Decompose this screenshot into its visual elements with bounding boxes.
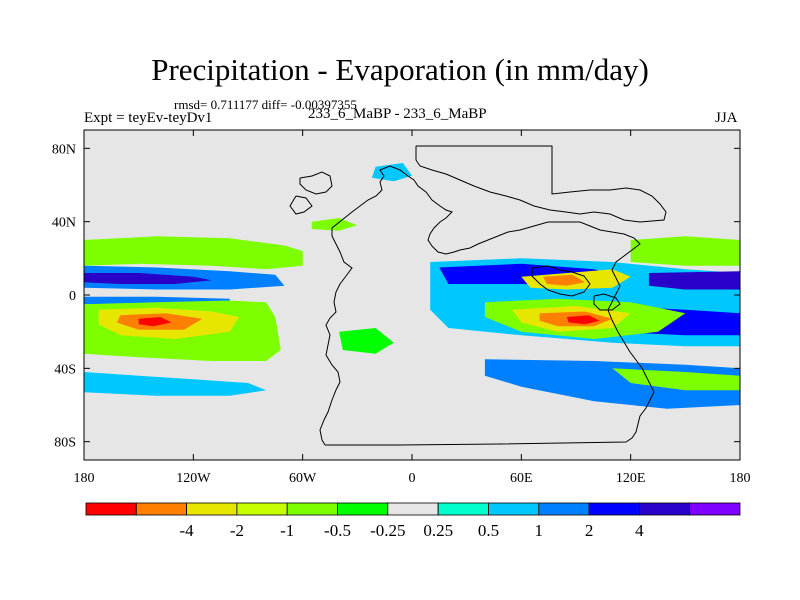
contour-greenland-coast bbox=[371, 163, 412, 182]
colorbar-box bbox=[286, 502, 338, 516]
colorbar-box bbox=[538, 502, 590, 516]
colorbar-label: 4 bbox=[635, 521, 644, 540]
contour-arabia-dry-core bbox=[543, 274, 586, 286]
colorbar: -4 -2 -1 -0.5 -0.25 0.25 0.5 1 2 4 bbox=[85, 502, 741, 540]
contour-west-pacific-band bbox=[648, 271, 740, 290]
coastline-island-c bbox=[531, 265, 591, 297]
colorbar-label: -2 bbox=[230, 521, 244, 540]
colorbar-label: -4 bbox=[180, 521, 195, 540]
coastline-main bbox=[319, 165, 655, 446]
experiment-label: Expt = teyEv-teyDv1 bbox=[84, 110, 213, 126]
contour-north-pacific-east bbox=[630, 236, 740, 266]
colorbar-box bbox=[488, 502, 540, 516]
lon-tick-label: 180 bbox=[74, 471, 95, 486]
colorbar-box bbox=[588, 502, 640, 516]
lon-tick-label: 180 bbox=[730, 471, 751, 486]
contour-south-pacific-dry-peak bbox=[138, 317, 172, 327]
lon-tick-label: 60W bbox=[289, 471, 317, 486]
colorbar-label: 0.25 bbox=[423, 521, 453, 540]
axis-ticks: 180 120W 60W 0 60E 120E 180 80N 40N 0 40S 80S bbox=[52, 130, 751, 486]
coastline-island-a bbox=[299, 171, 333, 195]
contour-southern-ocean-pacific bbox=[84, 372, 267, 396]
colorbar-label: 2 bbox=[585, 521, 594, 540]
contour-north-atlantic-patch bbox=[311, 218, 358, 231]
runs-label: 233_6_MaBP - 233_6_MaBP bbox=[308, 106, 487, 122]
lon-tick-label: 120W bbox=[176, 471, 211, 486]
colorbar-box bbox=[639, 502, 691, 516]
stats-line: rmsd= 0.711177 diff= -0.00397355 bbox=[174, 97, 357, 112]
contour-north-pacific-band bbox=[84, 236, 303, 270]
colorbar-box bbox=[236, 502, 288, 516]
lat-tick-label: 0 bbox=[69, 289, 76, 304]
plot-title: Precipitation - Evaporation (in mm/day) bbox=[151, 52, 649, 87]
lat-tick-label: 40N bbox=[52, 216, 76, 231]
lon-tick-label: 120E bbox=[616, 471, 646, 486]
colorbar-box bbox=[437, 502, 489, 516]
colorbar-box bbox=[337, 502, 389, 516]
colorbar-box bbox=[85, 502, 137, 516]
coastline-island-d bbox=[593, 293, 621, 311]
contour-layer bbox=[84, 163, 740, 409]
colorbar-label: 0.5 bbox=[478, 521, 499, 540]
lat-tick-label: 80N bbox=[52, 142, 76, 157]
contour-south-atlantic-patch bbox=[339, 328, 394, 354]
lat-tick-label: 40S bbox=[54, 362, 76, 377]
coastline-arctic bbox=[415, 145, 667, 223]
continent-outline bbox=[289, 145, 667, 446]
lon-tick-label: 0 bbox=[409, 471, 416, 486]
colorbar-label: -0.5 bbox=[324, 521, 351, 540]
colorbar-box bbox=[186, 502, 238, 516]
contour-southern-ocean-indian-dry bbox=[612, 368, 740, 391]
colorbar-label: 1 bbox=[535, 521, 544, 540]
season-label: JJA bbox=[715, 110, 738, 126]
colorbar-box bbox=[135, 502, 188, 516]
lat-tick-label: 80S bbox=[54, 436, 76, 451]
colorbar-label: -1 bbox=[280, 521, 294, 540]
colorbar-box bbox=[387, 502, 439, 516]
lon-tick-label: 60E bbox=[510, 471, 533, 486]
colorbar-box bbox=[689, 502, 741, 516]
contour-pacific-itcz-inner bbox=[84, 273, 212, 284]
colorbar-label: -0.25 bbox=[370, 521, 405, 540]
coastline-island-b bbox=[289, 195, 313, 215]
contour-indian-ocean-dry-peak bbox=[566, 315, 600, 325]
